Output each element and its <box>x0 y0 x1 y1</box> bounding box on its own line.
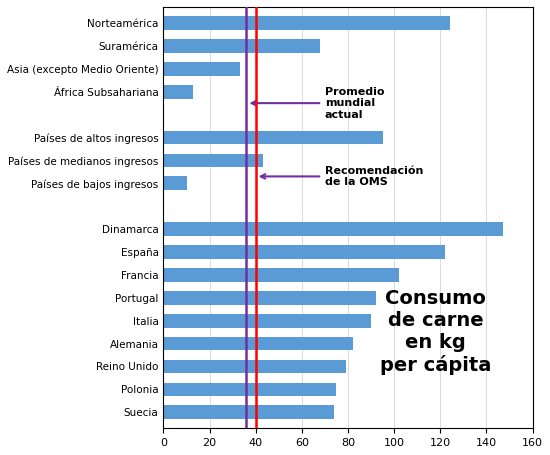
Bar <box>163 16 449 30</box>
Bar <box>163 383 337 396</box>
Bar <box>163 153 263 167</box>
Bar <box>163 268 399 282</box>
Bar <box>163 222 503 236</box>
Bar <box>163 62 240 76</box>
Bar <box>163 337 353 350</box>
Bar <box>163 314 371 328</box>
Bar <box>163 177 186 190</box>
Bar <box>163 39 320 53</box>
Text: Promedio
mundial
actual: Promedio mundial actual <box>251 86 384 120</box>
Bar <box>163 131 383 144</box>
Bar <box>163 359 346 374</box>
Text: Consumo
de carne
en kg
per cápita: Consumo de carne en kg per cápita <box>380 289 491 375</box>
Bar <box>163 291 376 305</box>
Bar <box>163 245 445 259</box>
Bar <box>163 85 194 99</box>
Text: Recomendación
de la OMS: Recomendación de la OMS <box>261 166 424 187</box>
Bar <box>163 405 334 419</box>
